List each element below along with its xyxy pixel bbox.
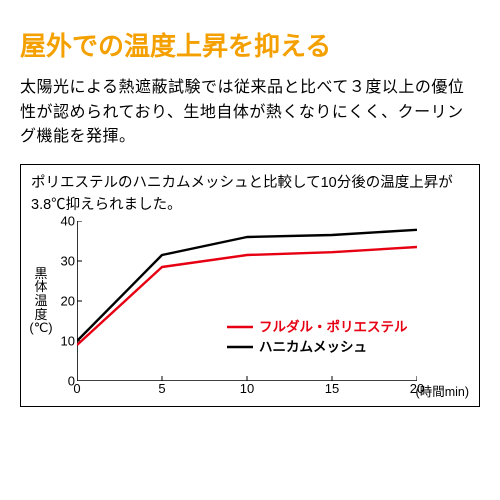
y-tick-label: 40: [61, 213, 75, 228]
x-tick-label: 0: [73, 381, 80, 396]
y-axis-label-char: 温: [35, 294, 48, 308]
plot-column: フルダル・ポリエステルハニカムメッシュ: [77, 221, 469, 381]
legend-label: ハニカムメッシュ: [259, 339, 367, 354]
xticks: 05101520: [77, 381, 412, 399]
x-tick-label: 15: [325, 381, 339, 396]
legend-label: フルダル・ポリエステル: [259, 318, 408, 334]
y-axis-label-char: (℃): [29, 321, 52, 335]
x-tick-label: 5: [158, 381, 165, 396]
y-tick-label: 20: [61, 293, 75, 308]
xaxis-row: 05101520 (時間min): [31, 381, 469, 400]
ylabel-column: 黒体温度(℃): [31, 221, 51, 381]
y-axis-label-char: 体: [35, 280, 48, 294]
y-axis-label-char: 黒: [35, 267, 48, 281]
chart-box: ポリエステルのハニカムメッシュと比較して10分後の温度上昇が3.8℃抑えられまし…: [20, 164, 480, 407]
chart-svg: フルダル・ポリエステルハニカムメッシュ: [77, 221, 417, 381]
y-axis-label-char: 度: [35, 308, 48, 322]
chart-area: 黒体温度(℃) 010203040 フルダル・ポリエステルハニカムメッシュ: [31, 221, 469, 381]
chart-caption: ポリエステルのハニカムメッシュと比較して10分後の温度上昇が3.8℃抑えられまし…: [31, 173, 469, 217]
y-tick-label: 30: [61, 253, 75, 268]
headline: 屋外での温度上昇を抑える: [20, 30, 480, 64]
x-tick-label: 20: [410, 381, 424, 396]
body-text: 太陽光による熱遮蔽試験では従来品と比べて３度以上の優位性が認められており、生地自…: [20, 76, 480, 150]
y-axis-label: 黒体温度(℃): [29, 267, 52, 335]
y-tick-label: 10: [61, 333, 75, 348]
yticks-column: 010203040: [51, 221, 77, 381]
x-tick-label: 10: [240, 381, 254, 396]
